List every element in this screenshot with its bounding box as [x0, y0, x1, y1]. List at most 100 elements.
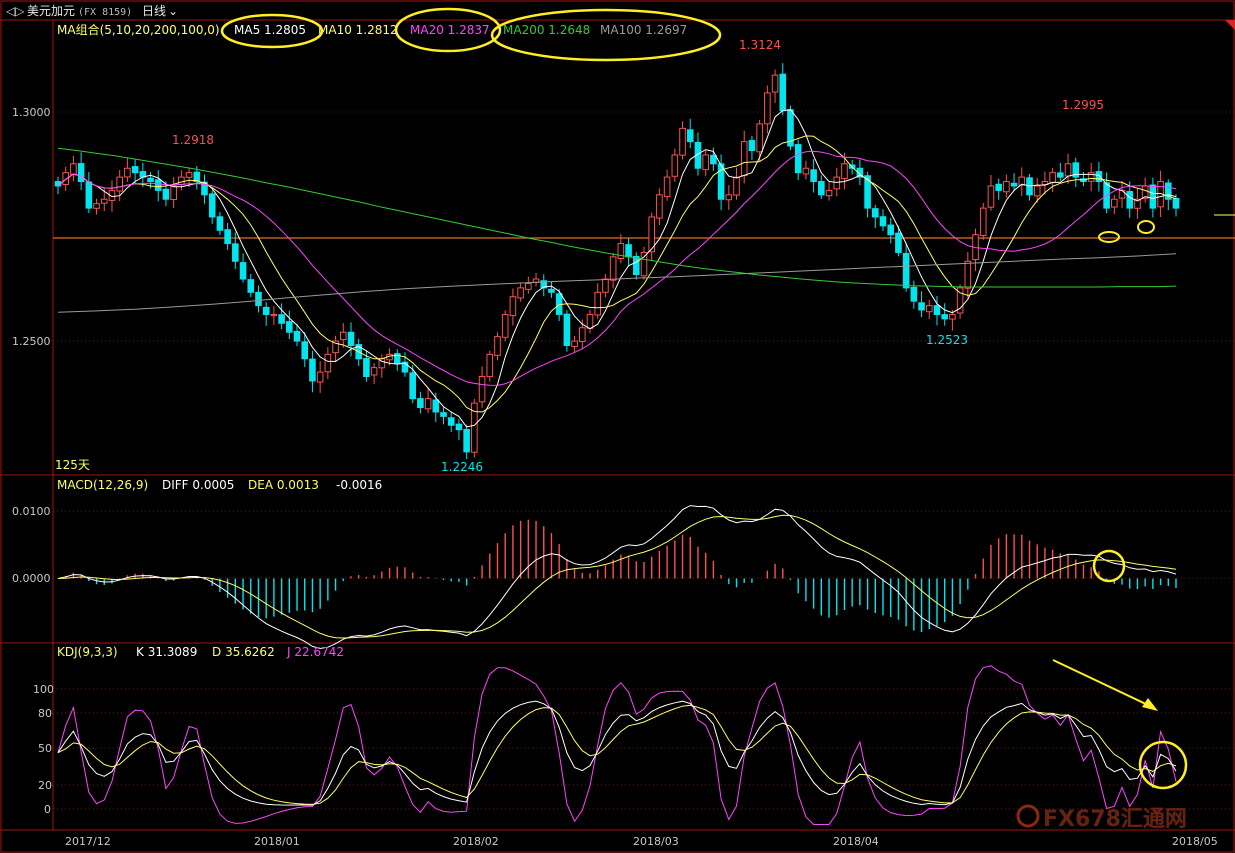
candle-up: [1064, 163, 1072, 177]
candle-down: [933, 305, 941, 315]
candle-down: [632, 256, 640, 276]
candle-up: [671, 154, 679, 177]
macd-plot: [57, 505, 1177, 650]
legend-ma20: MA20 1.2837: [410, 23, 490, 37]
kdj-header-label[interactable]: KDJ(9,3,3): [57, 645, 118, 659]
legend-j: J 22.6742: [286, 645, 344, 659]
macd-header-label[interactable]: MACD(12,26,9): [57, 478, 148, 492]
legend-macd: -0.0016: [336, 478, 382, 492]
candle-up: [1033, 185, 1041, 197]
candle-down: [895, 232, 902, 253]
date-label-6: 2018/05: [1172, 835, 1218, 848]
candle-up: [108, 189, 116, 201]
candle-down: [432, 399, 440, 413]
legend-d: D 35.6262: [212, 645, 275, 659]
candle-up: [740, 141, 748, 177]
ma100-line: [57, 253, 1177, 313]
candle-down: [262, 306, 270, 315]
candle-up: [178, 176, 185, 185]
candle-up: [124, 167, 131, 178]
candle-up: [1003, 181, 1010, 193]
candle-up: [471, 402, 478, 453]
candle-up: [756, 123, 763, 153]
candle-down: [455, 423, 463, 431]
high-label-2: 1.3124: [739, 38, 781, 52]
candle-up: [771, 74, 779, 93]
highlight-circle-low-1: [1098, 231, 1120, 243]
kdj-tick-100: 100: [33, 683, 54, 696]
candle-up: [679, 127, 686, 156]
candle-down: [85, 181, 93, 209]
candle-down: [810, 169, 817, 183]
candle-up: [925, 305, 933, 313]
candle-down: [447, 417, 455, 426]
candle-down: [864, 175, 871, 209]
candle-down: [154, 179, 162, 191]
high-label-3: 1.2995: [1062, 98, 1104, 112]
date-label-4: 2018/03: [633, 835, 679, 848]
kdj-tick-80: 80: [38, 707, 52, 720]
candle-up: [1049, 172, 1056, 183]
candle-up: [478, 376, 486, 403]
candle-up: [702, 154, 709, 171]
candle-down: [710, 154, 717, 165]
candle-up: [1041, 181, 1049, 185]
period-selector[interactable]: 日线: [142, 4, 166, 18]
candle-down: [255, 291, 262, 307]
ma200-line: [57, 147, 1177, 288]
macd-diff-line: [57, 505, 1177, 650]
candle-up: [663, 176, 671, 197]
candle-down: [1072, 162, 1080, 178]
highlight-circle-ma200-ma100: [490, 8, 722, 62]
legend-dea: DEA 0.0013: [248, 478, 319, 492]
candle-up: [501, 313, 509, 338]
legend-k: K 31.3089: [136, 645, 197, 659]
candle-down: [293, 330, 301, 342]
back-icon[interactable]: ◁▷: [5, 4, 25, 18]
candle-up: [1087, 172, 1095, 182]
candle-up: [370, 367, 378, 376]
date-label-2: 2018/01: [254, 835, 300, 848]
candle-down: [1164, 182, 1172, 200]
candle-down: [686, 129, 694, 143]
candle-up: [70, 163, 77, 175]
kdj-k-line: [57, 700, 1177, 806]
candle-up: [802, 167, 810, 175]
candle-down: [309, 358, 316, 382]
candle-down: [1126, 190, 1134, 209]
ma-header-label[interactable]: MA组合(5,10,20,200,100,0): [57, 22, 220, 37]
candle-down: [363, 357, 370, 378]
candle-down: [193, 171, 201, 183]
kdj-tick-20: 20: [38, 779, 52, 792]
candle-up: [956, 287, 964, 314]
highlight-circle-ma5: [220, 13, 324, 49]
chevron-down-icon[interactable]: ⌄: [168, 4, 178, 18]
candle-down: [818, 181, 825, 196]
candle-up: [424, 398, 432, 410]
candle-up: [339, 331, 347, 341]
candle-down: [77, 163, 85, 183]
candle-down: [417, 398, 424, 409]
candle-up: [617, 243, 625, 260]
kdj-d-line: [57, 704, 1177, 805]
candle-up: [1134, 198, 1141, 209]
candle-up: [1111, 198, 1118, 208]
candle-up: [987, 185, 995, 208]
candle-up: [602, 278, 609, 293]
candle-up: [332, 340, 339, 354]
candle-down: [208, 193, 216, 218]
candle-up: [185, 172, 193, 178]
macd-dea-line: [57, 514, 1177, 639]
candle-up: [525, 282, 532, 290]
candle-up: [609, 256, 617, 281]
candle-down: [1172, 197, 1180, 209]
candle-down: [748, 140, 756, 152]
legend-ma10: MA10 1.2812: [318, 23, 398, 37]
kdj-tick-50: 50: [38, 742, 52, 755]
candle-up: [494, 336, 501, 356]
candle-up: [964, 260, 972, 289]
candle-down: [162, 188, 170, 200]
candle-down: [794, 144, 802, 174]
candle-up: [486, 353, 494, 378]
